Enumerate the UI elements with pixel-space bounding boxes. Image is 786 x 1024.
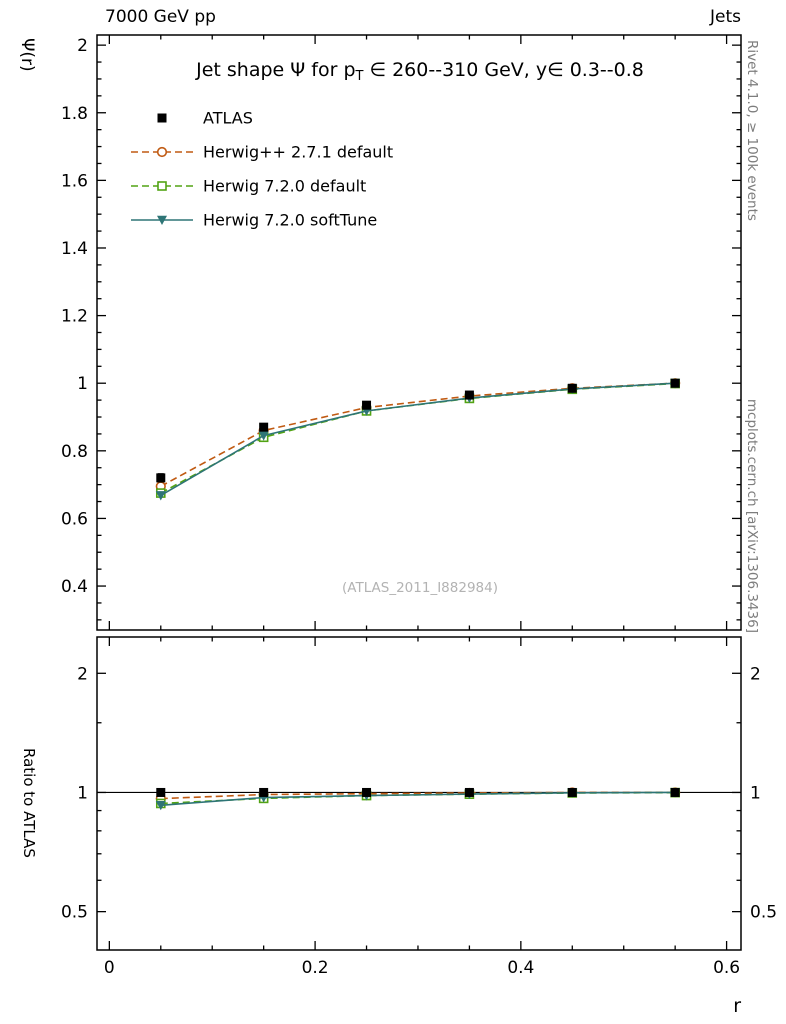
- x-tick-label: 0.6: [713, 958, 740, 978]
- rivet-version-note: Rivet 4.1.0, ≥ 100k events: [744, 40, 760, 221]
- y-tick-label: 0.4: [61, 577, 88, 597]
- legend-entry: ATLAS: [157, 109, 253, 128]
- y-tick-label: 0.8: [61, 442, 88, 462]
- ratio-series-layer: [155, 787, 681, 811]
- marker-square-filled: [464, 787, 474, 797]
- main-y-axis-label: Ψ(r): [17, 38, 37, 72]
- header-beam-energy: 7000 GeV pp: [105, 7, 216, 27]
- marker-square-filled: [259, 787, 269, 797]
- analysis-id-watermark: (ATLAS_2011_I882984): [342, 580, 498, 596]
- y-tick-label: 1.2: [61, 307, 88, 327]
- header-analysis-group: Jets: [709, 7, 741, 27]
- x-tick-label: 0.2: [302, 958, 329, 978]
- mcplots-reference-note: mcplots.cern.ch [arXiv:1306.3436]: [744, 399, 760, 633]
- marker-square-filled: [567, 383, 577, 393]
- marker-square-filled: [567, 787, 577, 797]
- plot-title: Jet shape Ψ for pT ∈ 260--310 GeV, y∈ 0.…: [195, 59, 644, 84]
- ratio-y-tick-label-right: 1: [750, 783, 761, 803]
- marker-square-filled: [156, 473, 166, 483]
- y-tick-label: 1.4: [61, 239, 88, 259]
- plot-title-pre: Jet shape Ψ for p: [195, 59, 355, 81]
- series-line: [160, 791, 676, 800]
- y-tick-label: 1: [77, 374, 88, 394]
- legend-label: Herwig++ 2.7.1 default: [203, 143, 393, 162]
- marker-circle-open: [156, 146, 168, 158]
- marker-triangle-down-filled: [258, 431, 269, 441]
- marker-square-open: [157, 181, 167, 191]
- ratio-y-tick-label-left: 0.5: [61, 903, 88, 923]
- series-line: [160, 382, 676, 497]
- x-tick-label: 0: [104, 958, 115, 978]
- y-tick-label: 0.6: [61, 509, 88, 529]
- ratio-y-axis-label: Ratio to ATLAS: [20, 748, 38, 858]
- marker-triangle-down-filled: [155, 491, 166, 501]
- marker-square-filled: [670, 787, 680, 797]
- ratio-y-tick-label-right: 2: [750, 664, 761, 684]
- main-series-layer: [155, 378, 681, 501]
- marker-square-filled: [362, 787, 372, 797]
- marker-square-filled: [464, 390, 474, 400]
- marker-square-filled: [156, 787, 166, 797]
- y-tick-label: 1.8: [61, 104, 88, 124]
- x-axis-label: r: [733, 995, 741, 1017]
- legend-label: ATLAS: [203, 109, 253, 128]
- legend-entry: Herwig 7.2.0 default: [131, 177, 366, 196]
- legend-entry: Herwig++ 2.7.1 default: [131, 143, 393, 162]
- legend-label: Herwig 7.2.0 softTune: [203, 211, 377, 230]
- legend-entry: Herwig 7.2.0 softTune: [131, 211, 377, 230]
- ratio-y-tick-label-right: 0.5: [750, 903, 777, 923]
- legend: ATLAS Herwig++ 2.7.1 default Herwig 7.2.0 …: [131, 109, 393, 230]
- marker-square-filled: [157, 113, 167, 123]
- marker-square-filled: [362, 400, 372, 410]
- marker-square-filled: [670, 378, 680, 388]
- marker-triangle-down-filled: [157, 215, 167, 225]
- x-tick-label: 0.4: [507, 958, 534, 978]
- plot-title-subscript: T: [355, 69, 364, 84]
- plot-title-post: ∈ 260--310 GeV, y∈ 0.3--0.8: [363, 59, 643, 81]
- y-tick-label: 2: [77, 36, 88, 56]
- ratio-y-tick-label-left: 2: [77, 664, 88, 684]
- marker-triangle-down-filled: [155, 801, 166, 811]
- series-line: [160, 791, 676, 807]
- axes-layer: 0 0.2 0.4 0.6 0.4 0.6 0.8 1 1.2 1.4 1.6 1.8 2 0.5 0.5 1…: [61, 35, 777, 978]
- legend-label: Herwig 7.2.0 default: [203, 177, 366, 196]
- ratio-panel-frame: [96, 636, 742, 951]
- marker-square-filled: [259, 422, 269, 432]
- y-tick-label: 1.6: [61, 171, 88, 191]
- ratio-y-tick-label-left: 1: [77, 783, 88, 803]
